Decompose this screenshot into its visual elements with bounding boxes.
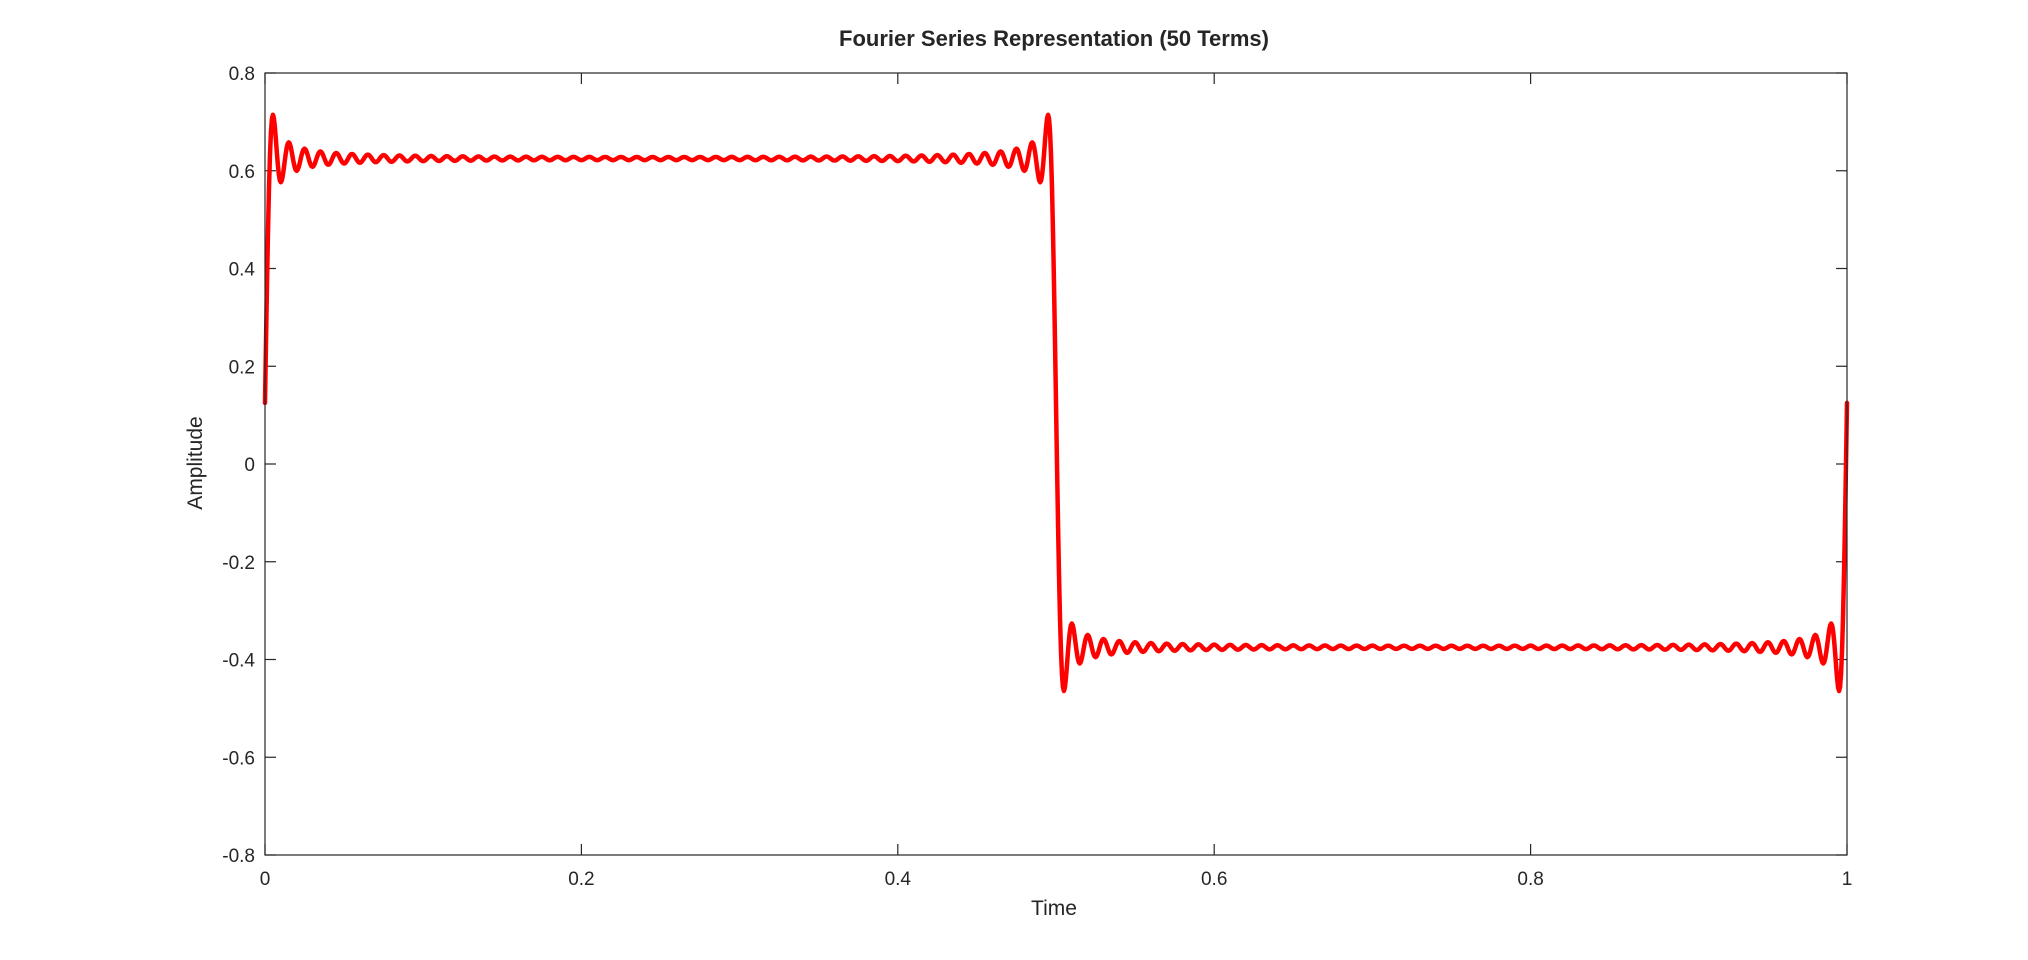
plot-frame [264,72,1848,856]
y-tick-label: 0.2 [229,357,255,378]
x-tick-label: 0.6 [1201,869,1227,890]
y-tick-label: -0.8 [222,846,255,867]
x-tick-label: 1 [1842,869,1853,890]
chart-title: Fourier Series Representation (50 Terms) [839,26,1269,51]
y-tick-label: -0.4 [222,651,255,672]
y-axis-label: Amplitude [184,416,207,509]
y-tick-label: 0.4 [229,260,256,281]
labels-layer: 0 0.2 0.4 0.6 0.8 1 0.8 0.6 0.4 0.2 0 -0.2 -0.4 -0.6 -… [222,64,1852,890]
x-tick-label: 0.2 [568,869,594,890]
x-axis-label: Time [1031,897,1077,920]
x-tick-label: 0.8 [1517,869,1543,890]
x-tick-label: 0 [260,869,271,890]
y-tick-label: 0.8 [229,64,255,85]
x-tick-label: 0.4 [885,869,912,890]
y-tick-label: 0.6 [229,162,255,183]
y-tick-label: -0.2 [222,553,255,574]
series-line-fourier [262,112,1850,694]
y-tick-label: 0 [244,455,255,476]
y-tick-label: -0.6 [222,748,255,769]
